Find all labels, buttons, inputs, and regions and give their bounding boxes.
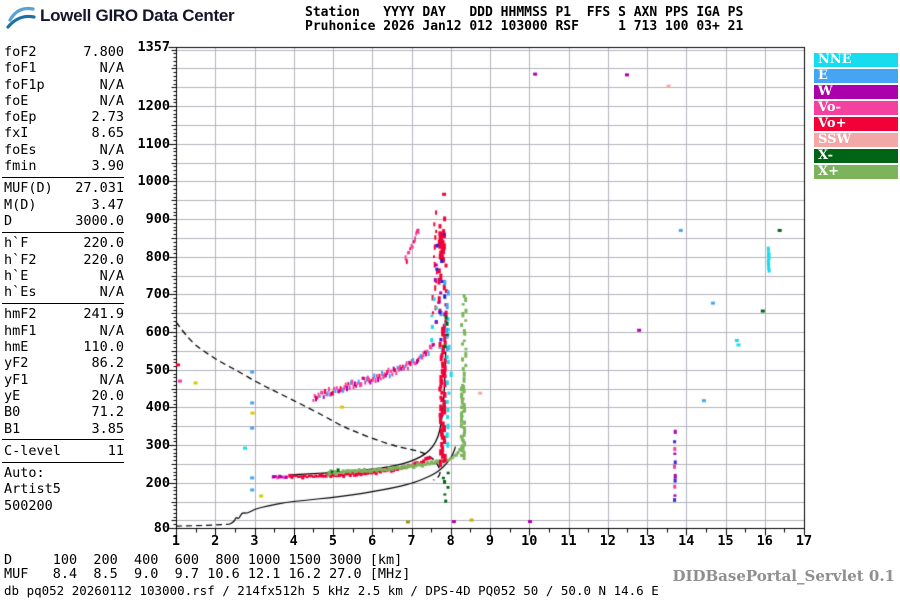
- y-axis-tick-label: 300: [145, 437, 170, 454]
- x-axis-tick-label: 9: [485, 533, 495, 549]
- x-axis-tick-label: 8: [446, 533, 455, 549]
- servlet-version: DIDBasePortal_Servlet 0.1: [672, 567, 895, 585]
- echo-direction-legend: NNE E W Vo- Vo+ SSW X- X+: [814, 53, 898, 181]
- y-axis-tick-label: 200: [145, 474, 170, 491]
- x-axis-tick-label: 2: [211, 533, 220, 549]
- x-axis-tick-label: 3: [250, 533, 259, 549]
- y-axis-tick-label: 900: [145, 211, 170, 228]
- legend-item-X: X+: [814, 165, 898, 179]
- y-axis-tick-label: 700: [145, 286, 170, 303]
- legend-item-SSW: SSW: [814, 133, 898, 147]
- x-axis-tick-label: 12: [599, 533, 616, 549]
- x-axis-tick-label: 5: [328, 533, 338, 549]
- y-axis-tick-label: 400: [145, 399, 170, 416]
- x-axis-tick-label: 1: [171, 533, 181, 549]
- y-axis-tick-label: 1100: [137, 135, 170, 152]
- d-row: D 100 200 400 600 800 1000 1500 3000 [km…: [4, 552, 403, 568]
- muf-distance-table: D 100 200 400 600 800 1000 1500 3000 [km…: [4, 552, 411, 582]
- muf-row: MUF 8.4 8.5 9.0 9.7 10.6 12.1 16.2 27.0 …: [4, 565, 411, 582]
- legend-item-Vo: Vo-: [814, 101, 898, 115]
- legend-item-Vo: Vo+: [814, 117, 898, 131]
- y-axis-labels: 1357 1200 1100 1000 900 800 700 600 500 400 300 200…: [128, 0, 170, 600]
- y-axis-tick-label: 500: [145, 361, 170, 378]
- y-axis-tick-label: 600: [145, 324, 170, 341]
- x-axis-tick-label: 15: [717, 533, 734, 549]
- legend-item-W: W: [814, 85, 898, 99]
- x-axis-tick-label: 17: [795, 533, 813, 549]
- x-axis-tick-label: 14: [678, 533, 695, 549]
- x-axis-tick-label: 13: [638, 533, 656, 549]
- y-axis-tick-label: 800: [145, 248, 170, 265]
- x-axis-tick-label: 16: [756, 533, 773, 549]
- x-axis-tick-label: 11: [560, 533, 577, 549]
- y-axis-tick-label: 80: [153, 520, 170, 536]
- legend-item-X: X-: [814, 149, 898, 163]
- y-axis-tick-label: 1357: [137, 39, 170, 55]
- x-axis-tick-label: 6: [368, 533, 377, 549]
- y-axis-tick-label: 1000: [137, 173, 170, 190]
- x-axis-tick-label: 4: [289, 533, 298, 549]
- legend-item-NNE: NNE: [814, 53, 898, 67]
- x-axis-labels: 1 2 3 4 5 6 7 8 9 10 11 12 13 14 15 16 17: [0, 533, 900, 551]
- measurement-file-info: db pq052 20260112 103000.rsf / 214fx512h…: [4, 583, 659, 598]
- x-axis-tick-label: 10: [521, 533, 538, 549]
- y-axis-tick-label: 1200: [137, 98, 170, 115]
- legend-item-E: E: [814, 69, 898, 83]
- x-axis-tick-label: 7: [407, 533, 416, 549]
